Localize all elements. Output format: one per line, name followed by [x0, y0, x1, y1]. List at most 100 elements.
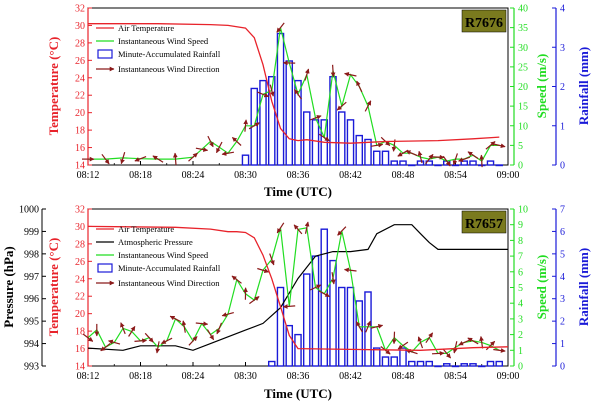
- wind-direction-arrow: [442, 348, 452, 359]
- wind-direction-arrow: [425, 154, 434, 165]
- rainfall-bar: [407, 164, 416, 167]
- wind-direction-arrow: [370, 324, 384, 329]
- rainfall-bar: [416, 360, 425, 367]
- x-tick-label: 08:30: [234, 170, 257, 181]
- wind-direction-arrow: [231, 136, 242, 146]
- wind-direction-arrow: [365, 320, 371, 333]
- x-tick-label: 08:24: [182, 371, 205, 382]
- pressure-tick-label: 994: [24, 339, 39, 350]
- rainfall-bar: [337, 286, 346, 367]
- pressure-tick-label: 993: [24, 362, 39, 373]
- rainfall-bar: [381, 356, 390, 367]
- wind-direction-arrow: [370, 142, 384, 148]
- temperature-tick-label: 16: [75, 344, 85, 355]
- wind-direction-arrow: [493, 143, 506, 149]
- wind-direction-arrow: [172, 152, 178, 166]
- wind-direction-arrow: [467, 151, 479, 159]
- rainfall-tick-label: 0: [560, 161, 565, 172]
- legend-label-temperature: Air Temperature: [118, 224, 174, 234]
- rainfall-bar: [364, 138, 372, 166]
- wind-direction-arrow: [134, 338, 147, 344]
- wind-direction-arrow: [276, 222, 285, 234]
- wind-direction-arrow: [101, 153, 110, 165]
- left-axis-label-temperature: Temperature (°C): [46, 238, 61, 337]
- wind-direction-arrow: [485, 141, 496, 150]
- rainfall-bar: [355, 134, 364, 166]
- wind-direction-arrow: [276, 22, 285, 33]
- wind-direction-arrow: [336, 101, 347, 111]
- wind-direction-arrow: [249, 296, 260, 305]
- legend-label-wind-speed: Instantaneous Wind Speed: [118, 36, 209, 46]
- rainfall-bar: [259, 79, 267, 166]
- rainfall-tick-label: 1: [560, 121, 565, 132]
- temperature-tick-label: 26: [75, 257, 85, 268]
- rainfall-bar: [372, 347, 381, 367]
- wind-direction-arrow: [467, 337, 479, 345]
- pressure-tick-label: 995: [24, 317, 39, 328]
- wind-direction-arrow: [294, 89, 302, 100]
- wind-direction-arrow: [458, 339, 470, 346]
- wind-direction-arrow: [169, 315, 182, 323]
- station-label: R7657: [465, 217, 503, 232]
- rainfall-bar: [486, 160, 495, 166]
- speed-tick-label: 5: [518, 283, 523, 294]
- legend-label-wind-speed: Instantaneous Wind Speed: [118, 250, 209, 260]
- wind-direction-arrow: [248, 122, 260, 130]
- temperature-tick-label: 24: [75, 274, 85, 285]
- wind-direction-arrow: [216, 322, 223, 335]
- wind-direction-arrow: [479, 154, 485, 168]
- x-tick-label: 09:00: [497, 170, 520, 181]
- wind-direction-arrow: [318, 133, 330, 142]
- rainfall-tick-label: 6: [560, 227, 565, 238]
- station-badge-bg: [461, 9, 507, 33]
- speed-tick-label: 10: [518, 121, 528, 132]
- wind-direction-arrow: [221, 312, 234, 317]
- wind-direction-arrow: [152, 155, 164, 163]
- speed-tick-label: 0: [518, 362, 523, 373]
- wind-direction-arrow: [304, 68, 310, 81]
- rainfall-bar: [477, 365, 486, 368]
- wind-direction-arrow: [485, 340, 496, 351]
- x-tick-label: 08:36: [287, 371, 310, 382]
- rainfall-bar: [320, 228, 329, 367]
- temperature-tick-label: 14: [75, 362, 85, 373]
- wind-direction-arrow: [391, 331, 397, 345]
- temperature-tick-label: 24: [75, 73, 85, 84]
- x-tick-label: 08:36: [287, 170, 310, 181]
- rainfall-bar: [451, 164, 460, 167]
- rainfall-tick-label: 4: [560, 272, 565, 283]
- wind-direction-arrow: [160, 337, 173, 345]
- temperature-tick-label: 16: [75, 143, 85, 154]
- pressure-tick-label: 996: [24, 294, 39, 305]
- speed-tick-label: 7: [518, 252, 523, 263]
- legend-label-temperature: Air Temperature: [118, 23, 174, 33]
- wind-direction-arrow: [207, 135, 214, 148]
- rainfall-bar: [285, 324, 294, 367]
- rainfall-bar: [460, 160, 469, 166]
- wind-direction-arrow: [108, 339, 121, 345]
- speed-tick-label: 0: [518, 161, 523, 172]
- speed-tick-label: 8: [518, 236, 523, 247]
- rainfall-bar: [399, 160, 407, 166]
- rainfall-bar: [241, 154, 250, 166]
- wind-direction-arrow: [128, 325, 136, 337]
- legend-label-wind-direction: Instantaneous Wind Direction: [118, 278, 220, 288]
- rainfall-bar: [364, 291, 372, 367]
- speed-tick-label: 30: [518, 43, 528, 54]
- x-tick-label: 08:18: [129, 371, 152, 382]
- wind-speed-line: [88, 27, 500, 162]
- rainfall-bar: [329, 259, 337, 367]
- rainfall-bar: [346, 286, 355, 367]
- rainfall-bar: [381, 150, 390, 166]
- station-label: R7676: [465, 16, 503, 31]
- wind-direction-arrow: [293, 224, 303, 235]
- wind-direction-arrow: [120, 152, 126, 165]
- rainfall-bar: [267, 75, 276, 166]
- wind-direction-arrow: [257, 267, 270, 274]
- station-badge: R7676: [461, 9, 507, 33]
- wind-direction-arrow: [188, 152, 198, 162]
- panel-top: 08:12 08:18 08:24 08:30 08:36 08:42 08:48 08:54…: [46, 4, 591, 200]
- x-axis-label: Time (UTC): [264, 386, 332, 401]
- temperature-line: [88, 23, 500, 144]
- rainfall-bar: [337, 111, 346, 166]
